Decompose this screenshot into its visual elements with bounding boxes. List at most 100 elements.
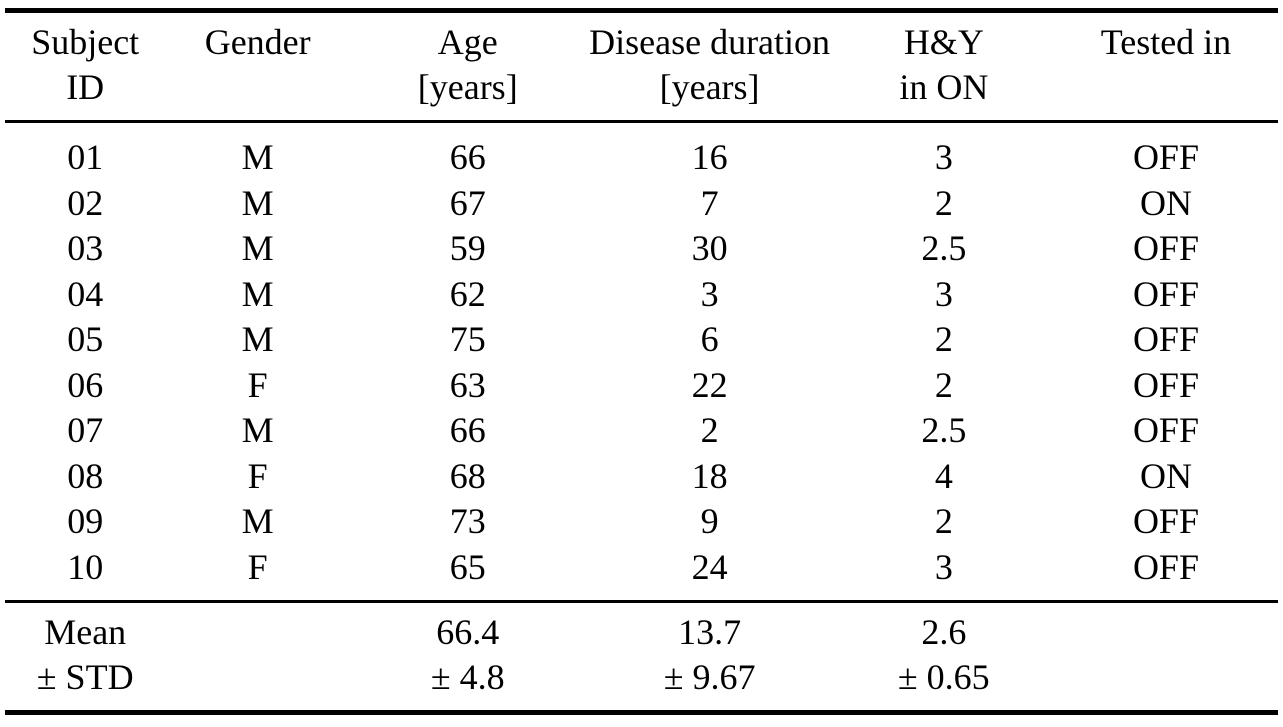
table-summary: Mean ± STD 66.4 ± 4.8 13.7 ± 9.67 2.6 (5, 602, 1278, 713)
cell-hy: 3 (833, 544, 1054, 603)
header-line: Tested in (1100, 22, 1232, 62)
summary-std-value: ± 4.8 (430, 657, 505, 697)
table-row: 06 F 63 22 2 OFF (5, 363, 1278, 409)
header-row: Subject ID Gender Age [years] Disease du… (5, 10, 1278, 123)
cell-hy: 3 (934, 273, 953, 314)
header-line: in ON (899, 67, 989, 107)
summary-label-cell: Mean ± STD (5, 602, 165, 713)
cell-disease-duration: 18 (691, 455, 728, 496)
cell-disease-duration: 30 (691, 228, 728, 268)
table-row: 05 M 75 6 2 OFF (5, 317, 1278, 363)
header-line: [years] (659, 67, 760, 107)
summary-mean-value: 2.6 (921, 612, 967, 652)
table-row: 10 F 65 24 3 OFF (5, 544, 1278, 603)
table-row: 08 F 68 18 4 ON (5, 454, 1278, 500)
cell-hy: 2 (934, 319, 953, 359)
table-header: Subject ID Gender Age [years] Disease du… (5, 10, 1278, 123)
cell-age: 63 (449, 364, 486, 405)
cell-subject-id: 10 (5, 544, 166, 603)
cell-disease-duration: 7 (700, 182, 719, 223)
table-row: 07 M 66 2 2.5 OFF (5, 408, 1278, 454)
cell-tested-in: ON (1139, 455, 1192, 496)
cell-disease-duration: 24 (585, 544, 834, 603)
cell-subject-id: 09 (67, 501, 104, 541)
column-header-age: Age [years] (349, 10, 586, 123)
cell-age: 62 (449, 273, 486, 314)
summary-mean-label: Mean (44, 612, 127, 652)
table-row: 02 M 67 7 2 ON (5, 181, 1278, 227)
cell-gender: M (241, 137, 274, 177)
cell-tested-in: OFF (1132, 137, 1199, 177)
cell-age: 66 (449, 410, 486, 450)
cell-subject-id: 08 (67, 455, 104, 496)
header-line: [years] (417, 67, 518, 107)
summary-gender-cell (165, 602, 350, 713)
summary-hy-cell: 2.6 ± 0.65 (834, 602, 1054, 713)
column-header-disease-duration: Disease duration [years] (585, 10, 834, 123)
cell-tested-in: OFF (1132, 410, 1199, 450)
cell-gender: F (165, 544, 350, 603)
table-row: 09 M 73 9 2 OFF (5, 499, 1278, 545)
cell-subject-id: 05 (67, 319, 104, 359)
cell-age: 67 (449, 182, 486, 223)
cell-hy: 2.5 (921, 410, 967, 450)
header-line: ID (66, 67, 105, 107)
cell-tested-in: OFF (1132, 501, 1199, 541)
cell-disease-duration: 16 (691, 137, 728, 177)
cell-tested-in: OFF (1132, 228, 1199, 268)
cell-hy: 2 (934, 182, 953, 223)
cell-tested-in: ON (1139, 182, 1192, 223)
cell-tested-in: OFF (1132, 319, 1199, 359)
cell-tested-in: OFF (1132, 273, 1199, 314)
cell-gender: M (241, 410, 274, 450)
summary-age-cell: 66.4 ± 4.8 (350, 602, 586, 713)
cell-gender: M (241, 273, 274, 314)
cell-disease-duration: 2 (700, 410, 719, 450)
cell-subject-id: 03 (67, 228, 104, 268)
cell-disease-duration: 22 (691, 364, 728, 405)
cell-age: 68 (449, 455, 486, 496)
table-row: 03 M 59 30 2.5 OFF (5, 226, 1278, 272)
cell-hy: 3 (934, 137, 953, 177)
cell-tested-in: OFF (1053, 544, 1278, 603)
cell-disease-duration: 6 (700, 319, 719, 359)
header-line: Subject (31, 22, 140, 62)
cell-gender: M (241, 501, 274, 541)
subject-demographics-table: Subject ID Gender Age [years] Disease du… (5, 8, 1278, 715)
header-line: Disease duration (589, 22, 831, 62)
table-body: 01 M 66 16 3 OFF 02 M 67 7 2 ON 03 M 59 … (5, 122, 1278, 603)
table-row: 04 M 62 3 3 OFF (5, 272, 1278, 318)
cell-hy: 2 (934, 364, 953, 405)
header-line: H&Y (903, 22, 984, 62)
summary-std-value: ± 0.65 (897, 657, 990, 697)
cell-subject-id: 01 (67, 137, 104, 177)
summary-disease-duration-cell: 13.7 ± 9.67 (585, 602, 833, 713)
summary-std-label: ± STD (36, 657, 134, 697)
cell-age: 73 (449, 501, 486, 541)
cell-subject-id: 06 (67, 364, 104, 405)
header-line: Gender (204, 22, 311, 62)
table-row: 01 M 66 16 3 OFF (5, 122, 1278, 181)
cell-age: 59 (449, 228, 486, 268)
summary-mean-value: 66.4 (436, 612, 500, 652)
summary-mean-value: 13.7 (678, 612, 742, 652)
column-header-hy-in-on: H&Y in ON (833, 10, 1054, 123)
summary-row: Mean ± STD 66.4 ± 4.8 13.7 ± 9.67 2.6 (5, 602, 1278, 713)
summary-tested-in-cell (1054, 602, 1278, 713)
cell-gender: M (241, 182, 274, 223)
cell-hy: 2.5 (921, 228, 967, 268)
cell-age: 66 (449, 137, 486, 177)
cell-age: 75 (449, 319, 486, 359)
column-header-tested-in: Tested in (1053, 10, 1278, 123)
column-header-subject-id: Subject ID (5, 10, 166, 123)
column-header-gender: Gender (165, 10, 350, 123)
cell-tested-in: OFF (1132, 364, 1199, 405)
cell-hy: 2 (934, 501, 953, 541)
cell-hy: 4 (934, 455, 953, 496)
cell-subject-id: 04 (67, 273, 104, 314)
cell-gender: M (241, 228, 274, 268)
cell-subject-id: 07 (67, 410, 104, 450)
cell-disease-duration: 3 (700, 273, 719, 314)
cell-gender: F (247, 455, 268, 496)
